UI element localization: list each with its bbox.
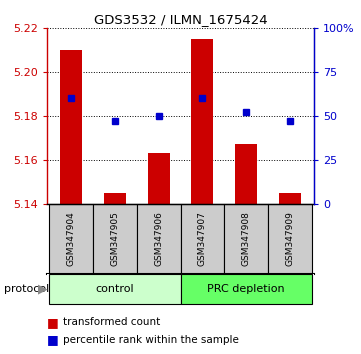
Text: transformed count: transformed count: [63, 317, 160, 327]
Text: GSM347909: GSM347909: [286, 211, 295, 267]
Bar: [104, 193, 126, 204]
Bar: [148, 153, 170, 204]
Bar: [191, 39, 213, 204]
Text: GSM347904: GSM347904: [66, 212, 75, 266]
Text: GSM347905: GSM347905: [110, 211, 119, 267]
Bar: [235, 144, 257, 204]
Title: GDS3532 / ILMN_1675424: GDS3532 / ILMN_1675424: [94, 13, 267, 26]
Bar: [180, 274, 312, 304]
Bar: [49, 274, 180, 304]
Text: percentile rank within the sample: percentile rank within the sample: [63, 335, 239, 345]
Bar: [180, 204, 224, 274]
Text: protocol: protocol: [4, 284, 49, 295]
Bar: [224, 204, 268, 274]
Bar: [137, 204, 180, 274]
Bar: [93, 204, 137, 274]
Text: GSM347907: GSM347907: [198, 211, 207, 267]
Bar: [49, 204, 93, 274]
Text: GSM347906: GSM347906: [154, 211, 163, 267]
Bar: [268, 204, 312, 274]
Text: GSM347908: GSM347908: [242, 211, 251, 267]
Text: ■: ■: [47, 333, 59, 346]
Bar: [60, 50, 82, 204]
Text: ■: ■: [47, 316, 59, 329]
Bar: [279, 193, 301, 204]
Text: ▶: ▶: [38, 283, 48, 296]
Text: control: control: [96, 284, 134, 295]
Text: PRC depletion: PRC depletion: [207, 284, 285, 295]
